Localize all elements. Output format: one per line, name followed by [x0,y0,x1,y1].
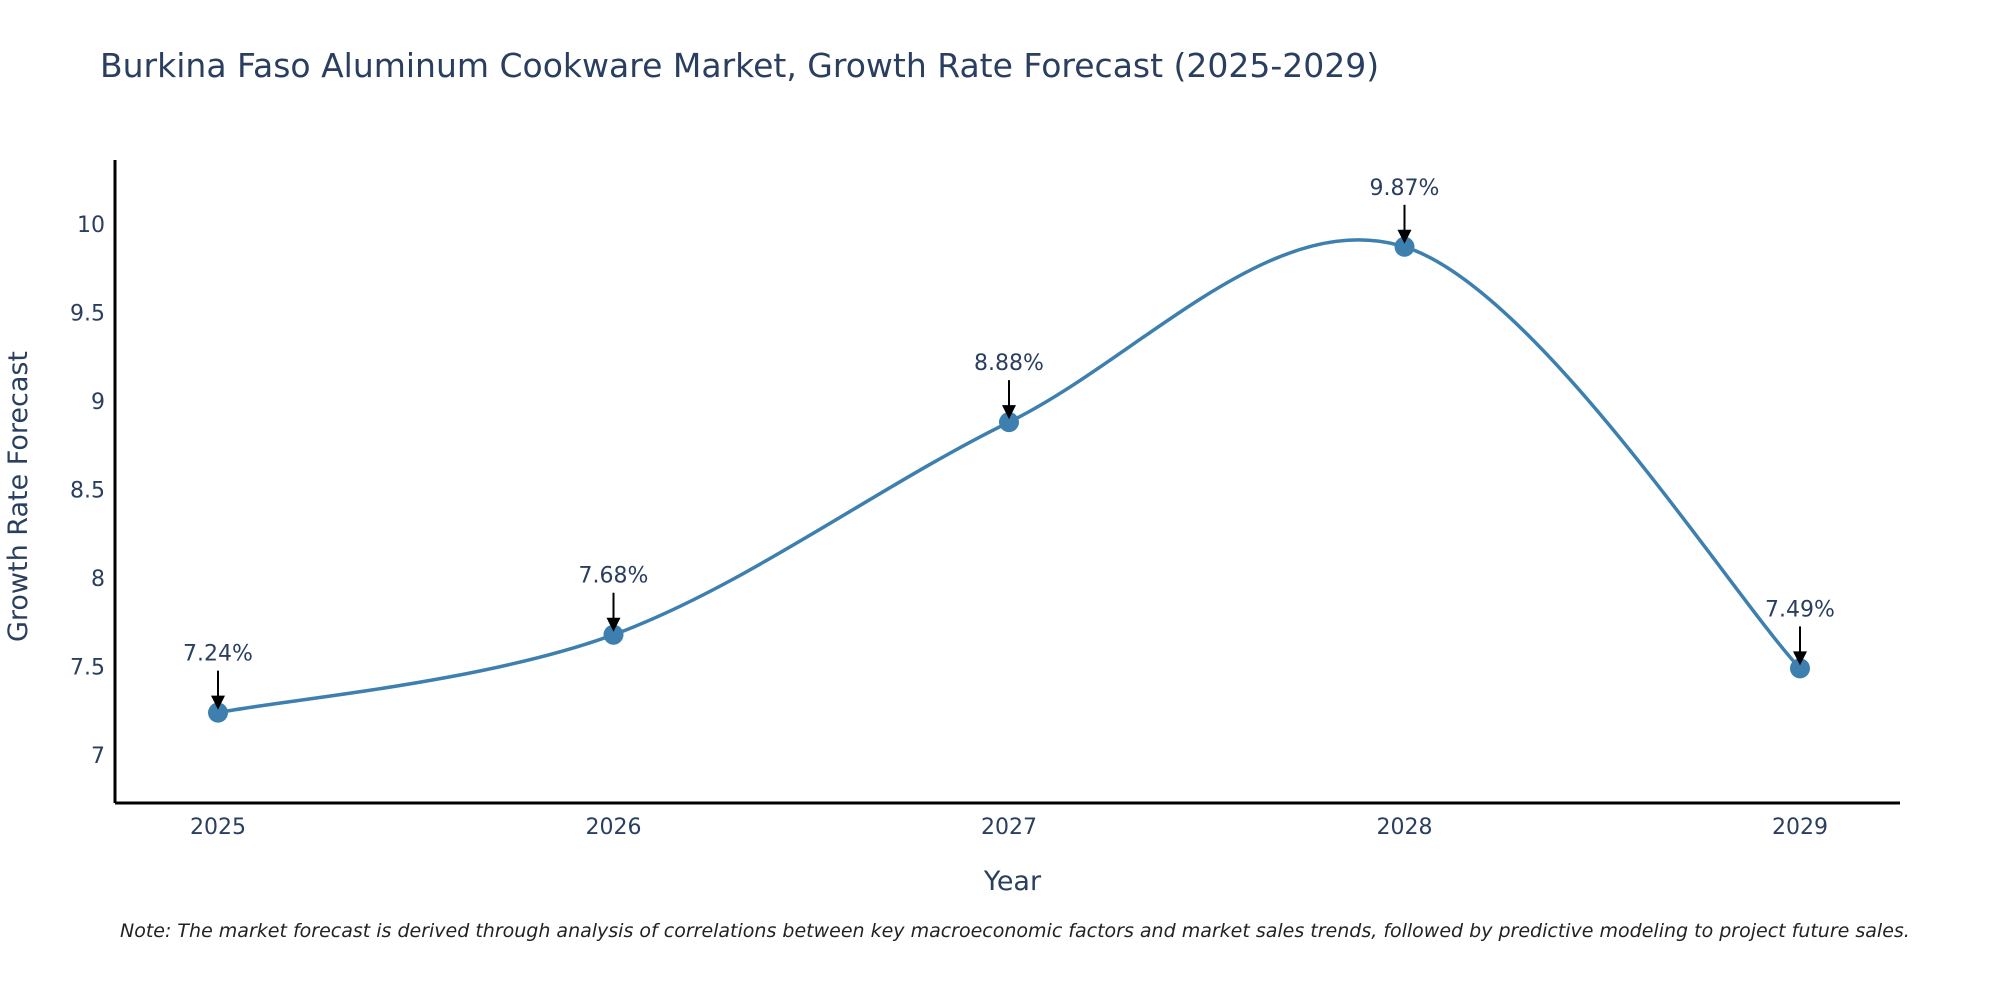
data-label-2026: 7.68% [579,564,649,589]
data-point-2025 [208,702,228,723]
data-label-2027: 8.88% [974,351,1044,376]
y-tick-label-8: 8 [91,567,105,592]
y-tick-label-10: 10 [77,213,105,238]
y-tick-label-9.5: 9.5 [70,301,105,326]
annotation-arrowhead-2029 [1793,651,1807,666]
x-tick-label-2027: 2027 [981,815,1037,840]
data-label-2029: 7.49% [1765,597,1835,622]
data-point-2028 [1394,236,1415,257]
data-label-2025: 7.24% [183,642,253,667]
x-tick-label-2028: 2028 [1377,815,1433,840]
data-point-2026 [603,624,624,645]
annotation-arrowhead-2026 [606,617,621,632]
x-tick-label-2026: 2026 [586,815,642,840]
annotation-arrowhead-2027 [1002,405,1016,420]
y-tick-label-7.5: 7.5 [70,656,105,681]
y-axis-title: Growth Rate Forecast [3,351,34,642]
data-point-2029 [1790,658,1810,679]
series-line [217,238,1802,715]
y-tick-label-8.5: 8.5 [70,478,105,503]
x-tick-label-2025: 2025 [190,815,246,840]
annotation-arrowhead-2028 [1397,229,1412,244]
y-tick-label-9: 9 [91,390,105,415]
x-axis-title: Year [983,866,1042,897]
data-point-2027 [999,412,1019,433]
footnote: Note: The market forecast is derived thr… [120,920,1910,942]
y-tick-label-7: 7 [91,744,105,769]
data-label-2028: 9.87% [1370,176,1440,201]
x-tick-label-2029: 2029 [1772,815,1828,840]
chart-title: Burkina Faso Aluminum Cookware Market, G… [100,46,1380,85]
annotation-arrowhead-2025 [211,695,225,710]
